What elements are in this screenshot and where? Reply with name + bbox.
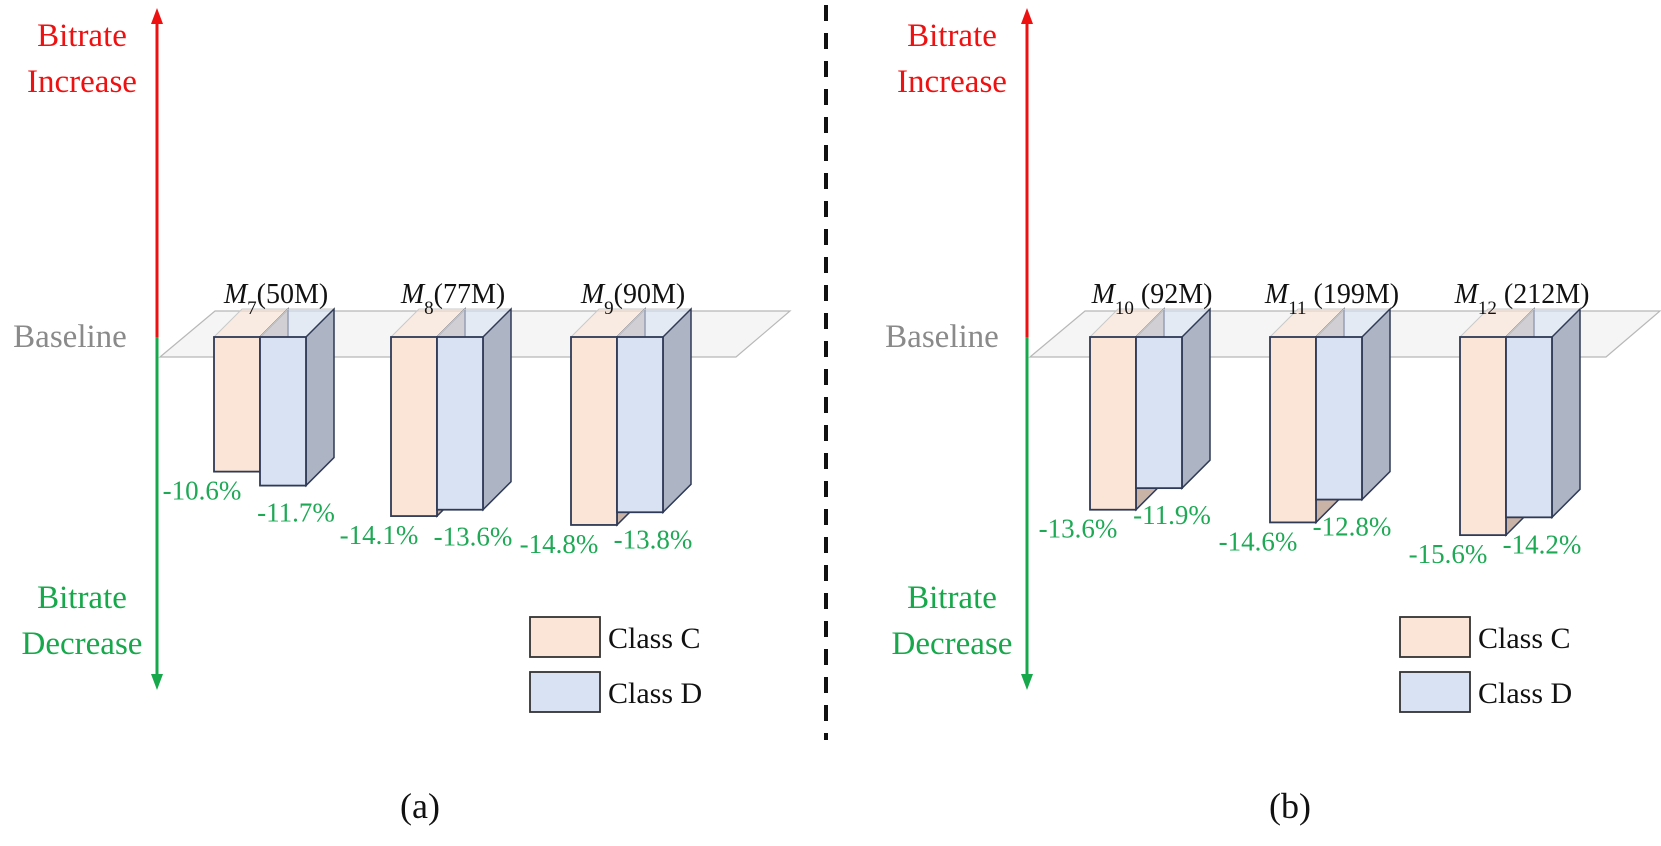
bar-front-face [436, 336, 484, 511]
decrease-label-line2: Decrease [22, 626, 143, 662]
bar-front-face [1135, 336, 1183, 490]
bar-value-label: -10.6% [163, 476, 242, 506]
bar-value-label: -11.9% [1133, 500, 1211, 530]
decrease-label-line2: Decrease [892, 626, 1013, 662]
legend-label: Class D [608, 677, 702, 710]
bar-value-label: -14.6% [1219, 526, 1298, 556]
bar-front-face [1269, 336, 1317, 524]
category-label: M9(90M) [580, 279, 685, 319]
bar-front-face [616, 336, 664, 514]
bar-value-label: -13.8% [614, 524, 693, 554]
bar-front-face [1315, 336, 1363, 501]
bar-front-face [570, 336, 618, 526]
baseline-label: Baseline [885, 319, 999, 355]
increase-label-line2: Increase [897, 64, 1007, 100]
bar-value-label: -14.1% [340, 520, 419, 550]
bar-class-d-1 [435, 307, 513, 512]
category-label: M8(77M) [400, 279, 505, 319]
decrease-arrowhead [1021, 674, 1033, 690]
legend-swatch [1399, 671, 1471, 713]
decrease-label-line1: Bitrate [907, 580, 997, 616]
category-label: M10 (92M) [1091, 279, 1213, 319]
category-label: M11 (199M) [1264, 279, 1399, 319]
bar-value-label: -14.8% [520, 529, 599, 559]
legend-swatch [529, 671, 601, 713]
bar-side-face [305, 307, 335, 488]
bar-value-label: -13.6% [434, 522, 513, 552]
decrease-label-line1: Bitrate [37, 580, 127, 616]
bar-class-d-2 [615, 307, 693, 515]
bar-value-label: -12.8% [1313, 512, 1392, 542]
baseline-label: Baseline [13, 319, 127, 355]
legend-swatch [529, 616, 601, 658]
panel-caption: (a) [400, 786, 440, 826]
bar-class-d-2 [1504, 307, 1582, 520]
increase-label-line1: Bitrate [37, 18, 127, 54]
bar-side-face [1181, 307, 1211, 490]
bar-front-face [1459, 336, 1507, 537]
increase-arrowhead [1021, 8, 1033, 24]
bar-front-face [213, 336, 261, 473]
panel-b: Bitrate Increase Bitrate Decrease Baseline -1… [885, 8, 1661, 826]
decrease-arrowhead [151, 674, 163, 690]
bar-value-label: -14.2% [1503, 529, 1582, 559]
increase-arrowhead [151, 8, 163, 24]
bar-side-face [662, 307, 692, 515]
bar-front-face [1089, 336, 1137, 511]
bar-front-face [1505, 336, 1553, 519]
bar-side-face [482, 307, 512, 512]
bar-side-face [1361, 307, 1391, 502]
panel-caption: (b) [1269, 786, 1311, 826]
legend-label: Class C [1478, 622, 1571, 655]
bar-value-label: -11.7% [257, 498, 335, 528]
bar-value-label: -13.6% [1039, 514, 1118, 544]
bar-front-face [259, 336, 307, 487]
increase-label-line1: Bitrate [907, 18, 997, 54]
bar-class-d-0 [258, 307, 336, 488]
bar-class-d-1 [1314, 307, 1392, 502]
bar-front-face [390, 336, 438, 517]
panel-a: Bitrate Increase Bitrate Decrease Baseline -1… [13, 8, 792, 826]
legend-swatch [1399, 616, 1471, 658]
legend-label: Class D [1478, 677, 1572, 710]
bar-class-d-0 [1134, 307, 1212, 490]
bar-side-face [1551, 307, 1581, 520]
legend-label: Class C [608, 622, 701, 655]
bar-value-label: -15.6% [1409, 539, 1488, 569]
category-label: M12 (212M) [1454, 279, 1590, 319]
bar-class-c-0 [212, 307, 290, 474]
category-label: M7(50M) [223, 279, 328, 319]
increase-label-line2: Increase [27, 64, 137, 100]
